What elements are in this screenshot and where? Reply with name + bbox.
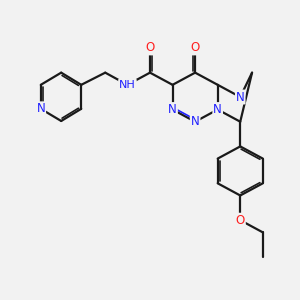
Text: O: O — [190, 41, 200, 54]
Text: N: N — [191, 115, 200, 128]
Text: O: O — [236, 214, 245, 227]
Text: N: N — [236, 91, 244, 103]
Text: NH: NH — [119, 80, 136, 90]
Text: N: N — [213, 103, 222, 116]
Text: N: N — [168, 103, 177, 116]
Text: O: O — [146, 41, 154, 54]
Text: N: N — [36, 102, 45, 115]
